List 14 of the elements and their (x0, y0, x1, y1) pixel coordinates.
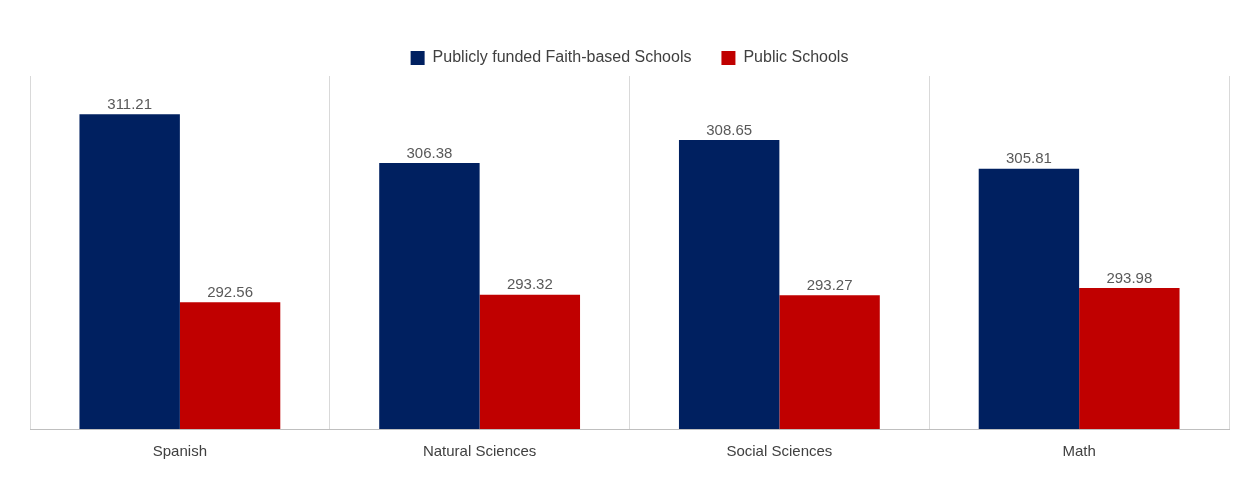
x-tick-label: Natural Sciences (422, 442, 537, 460)
data-label: 305.81 (1005, 149, 1052, 167)
x-tick-label: Social Sciences (726, 442, 833, 460)
x-tick-label: Spanish (152, 442, 207, 460)
data-label: 311.21 (107, 94, 153, 112)
legend-label: Public Schools (743, 48, 849, 66)
x-tick-label: Math (1062, 442, 1096, 460)
data-label: 293.27 (806, 275, 853, 293)
data-label: 293.32 (506, 275, 553, 293)
data-label: 293.98 (1106, 268, 1153, 286)
data-label: 306.38 (406, 143, 453, 161)
legend-label: Publicly funded Faith-based Schools (432, 48, 692, 66)
data-label: 308.65 (706, 120, 753, 138)
data-label: 292.56 (207, 282, 254, 300)
